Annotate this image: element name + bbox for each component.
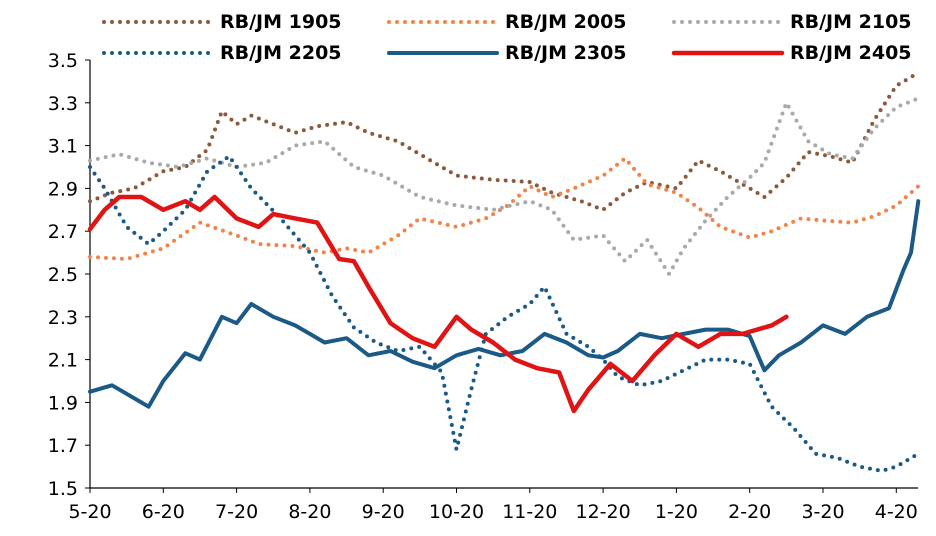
x-tick-label: 12-20 <box>575 501 630 523</box>
series-line-rb-jm-1905 <box>88 70 921 213</box>
legend-label: RB/JM 2105 <box>790 11 912 33</box>
x-tick-label: 5-20 <box>68 501 111 523</box>
axes: 1.5 1.7 1.9 2.1 2.3 2.5 2.7 2.9 3.1 3.3 3.5 5-20 6-2… <box>48 50 918 523</box>
legend-label: RB/JM 2005 <box>505 11 627 33</box>
y-tick-label: 2.3 <box>48 307 78 329</box>
series-line-rb-jm-2305 <box>88 199 921 409</box>
legend-item: RB/JM 2305 <box>387 42 627 64</box>
x-tick-label: 10-20 <box>429 501 484 523</box>
y-tick-label: 2.7 <box>48 221 78 243</box>
y-tick-label: 1.5 <box>48 478 78 500</box>
x-tick-label: 9-20 <box>362 501 405 523</box>
x-tick-label: 3-20 <box>801 501 844 523</box>
legend-label: RB/JM 1905 <box>220 11 342 33</box>
x-tick-label: 11-20 <box>502 501 557 523</box>
legend-item: RB/JM 2405 <box>671 42 912 64</box>
legend-item: RB/JM 1905 <box>102 11 342 33</box>
y-tick-label: 3.1 <box>48 136 78 158</box>
x-tick-label: 6-20 <box>142 501 185 523</box>
y-tick-label: 2.5 <box>48 264 78 286</box>
y-tick-label: 1.7 <box>48 435 78 457</box>
x-tick-label: 2-20 <box>728 501 771 523</box>
y-tick-label: 2.1 <box>48 350 78 372</box>
series-line-rb-jm-2005 <box>88 155 921 262</box>
x-tick-label: 1-20 <box>655 501 698 523</box>
y-tick-label: 1.9 <box>48 392 78 414</box>
series-layer <box>87 70 921 473</box>
legend-item: RB/JM 2105 <box>672 11 912 33</box>
series-line-rb-jm-2105 <box>88 96 921 278</box>
x-tick-label: 7-20 <box>215 501 258 523</box>
x-tick-label: 4-20 <box>875 501 918 523</box>
legend-label: RB/JM 2205 <box>220 42 342 64</box>
legend-item: RB/JM 2205 <box>102 42 342 64</box>
x-tick-label: 8-20 <box>288 501 331 523</box>
series-line-rb-jm-2205 <box>88 153 921 473</box>
legend-item: RB/JM 2005 <box>387 11 627 33</box>
y-tick-label: 3.5 <box>48 50 78 72</box>
series-line-rb-jm-2405 <box>87 194 789 414</box>
legend: RB/JM 1905 RB/JM 2005 RB/JM 2105 RB/JM 2205… <box>102 11 912 64</box>
legend-label: RB/JM 2305 <box>505 42 627 64</box>
y-tick-label: 3.3 <box>48 93 78 115</box>
legend-label: RB/JM 2405 <box>790 42 912 64</box>
y-tick-label: 2.9 <box>48 178 78 200</box>
